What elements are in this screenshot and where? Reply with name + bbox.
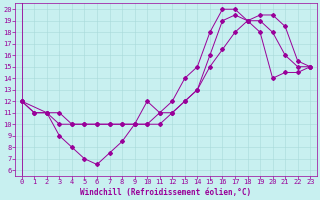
X-axis label: Windchill (Refroidissement éolien,°C): Windchill (Refroidissement éolien,°C) (80, 188, 252, 197)
